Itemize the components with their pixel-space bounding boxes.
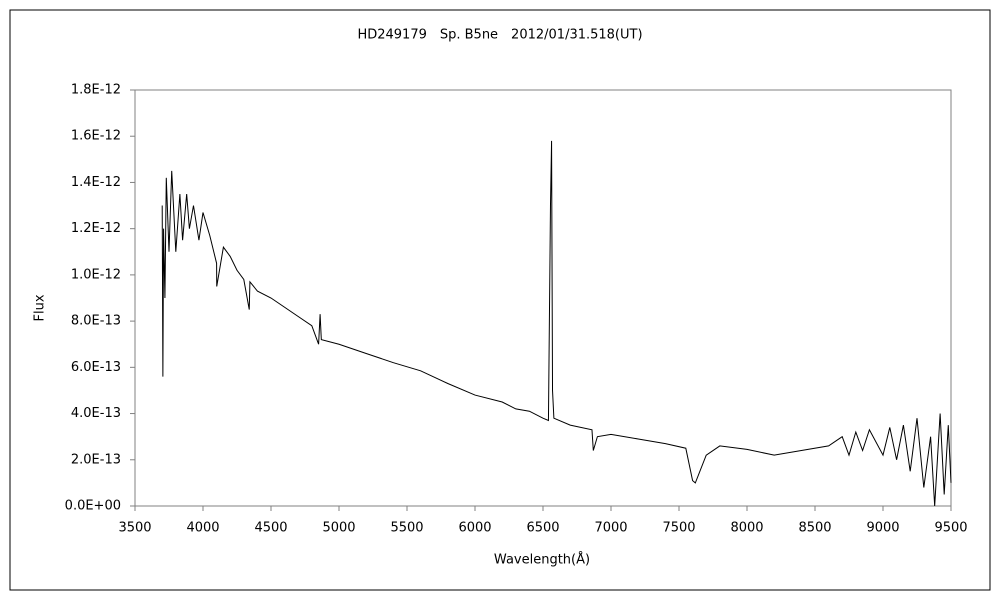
y-tick-label: 1.0E-12 — [71, 267, 121, 282]
x-tick-label: 6000 — [458, 521, 491, 536]
y-tick-label: 1.4E-12 — [71, 175, 121, 190]
x-tick-label: 8000 — [730, 521, 763, 536]
y-tick-label: 2.0E-13 — [71, 452, 121, 467]
y-tick-label: 4.0E-13 — [71, 406, 121, 421]
x-tick-label: 9500 — [934, 521, 967, 536]
x-tick-label: 6500 — [526, 521, 559, 536]
y-tick-label: 1.8E-12 — [71, 83, 121, 98]
y-tick-label: 6.0E-13 — [71, 360, 121, 375]
x-tick-label: 5000 — [322, 521, 355, 536]
x-tick-label: 7000 — [594, 521, 627, 536]
x-tick-label: 5500 — [390, 521, 423, 536]
x-tick-label: 4500 — [254, 521, 287, 536]
x-tick-label: 7500 — [662, 521, 695, 536]
x-tick-label: 8500 — [798, 521, 831, 536]
x-axis-label: Wavelength(Å) — [494, 552, 590, 568]
chart-title: HD249179 Sp. B5ne 2012/01/31.518(UT) — [357, 28, 642, 43]
x-tick-label: 4000 — [186, 521, 219, 536]
y-tick-label: 1.6E-12 — [71, 129, 121, 144]
plot-area — [134, 89, 952, 507]
spectrum-line — [161, 140, 952, 507]
y-tick-label: 0.0E+00 — [65, 499, 121, 514]
y-axis-label: Flux — [33, 294, 48, 321]
x-tick-label: 3500 — [118, 521, 151, 536]
y-tick-label: 8.0E-13 — [71, 314, 121, 329]
x-tick-label: 9000 — [866, 521, 899, 536]
y-tick-label: 1.2E-12 — [71, 221, 121, 236]
